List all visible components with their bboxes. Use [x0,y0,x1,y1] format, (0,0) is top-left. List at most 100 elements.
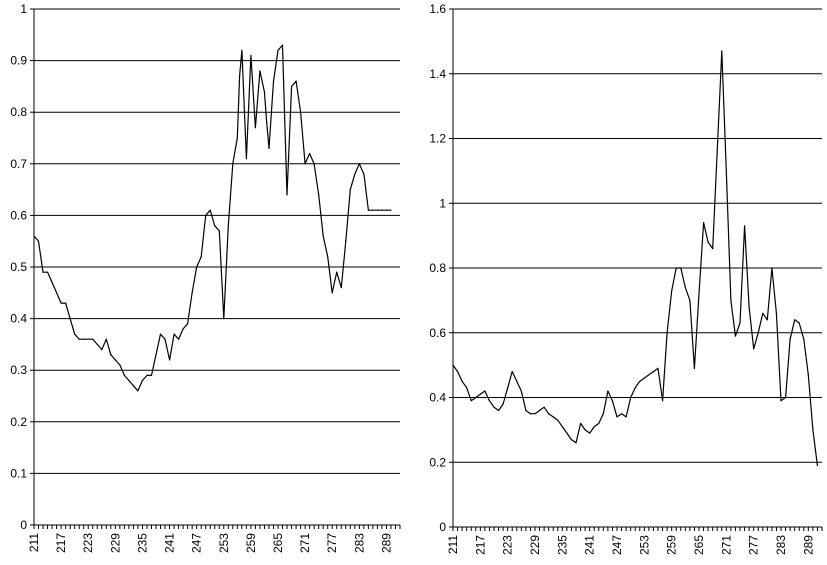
data-point [698,293,700,295]
x-tick-label: 235 [555,535,569,555]
data-point [259,70,261,72]
data-point [498,409,500,412]
data-point [452,364,454,366]
y-tick-label: 0 [20,518,27,532]
data-point [101,349,103,351]
data-point [74,333,76,335]
data-point [42,271,44,273]
data-point [47,271,49,273]
left-line-chart: 0 0.1 0.2 0.3 0.4 0.5 0.6 0.7 0.8 0.9 1 211 217 223 22… [10,2,401,553]
x-tick-label: 271 [719,535,733,555]
data-point [734,335,737,337]
data-point [367,209,369,211]
data-point [381,209,383,211]
data-point [616,416,618,418]
data-point [771,267,773,269]
data-point [286,194,288,196]
data-point [78,338,80,340]
data-point [757,332,759,334]
data-point [187,323,189,325]
data-point [60,302,62,304]
data-point [390,209,392,211]
y-tick-label: 0.8 [429,261,446,275]
y-tick-label: 0.3 [10,363,27,377]
y-tick-label: 0.8 [10,105,27,119]
data-point [159,333,162,335]
data-point [557,419,559,421]
data-point [340,287,342,289]
data-point [548,413,550,415]
data-point [739,322,741,324]
data-point [358,163,360,165]
y-tick-label: 1.4 [429,67,446,81]
y-tick-label: 0.6 [429,326,446,340]
x-tick-label: 229 [108,533,122,553]
data-point [543,406,545,408]
data-point [83,338,85,340]
data-point [92,338,94,340]
x-tick-label: 253 [217,533,231,553]
x-tick-label: 289 [801,535,815,555]
y-tick-label: 1 [20,2,27,16]
y-tick-label: 0.4 [10,312,27,326]
x-tick-label: 223 [81,533,95,553]
data-point [693,367,696,369]
y-tick-label: 1 [439,196,446,210]
data-point [56,292,58,294]
data-point [671,290,673,292]
data-point [561,426,563,428]
y-tick-label: 0.5 [10,260,27,274]
data-point [304,163,306,165]
data-point [552,416,554,418]
data-point [785,396,787,399]
data-point [703,222,705,224]
data-point [816,464,819,467]
data-point [507,387,509,389]
data-point [570,439,573,441]
data-point [611,400,614,402]
data-point [753,348,755,350]
data-point [349,189,351,191]
data-point [169,359,171,361]
data-point [205,214,207,216]
data-point [363,173,365,175]
data-point [675,267,677,269]
data-point [662,400,664,402]
y-tick-label: 0.7 [10,157,27,171]
data-point [634,387,636,389]
y-tick-label: 0.2 [10,415,27,429]
data-point [630,396,632,399]
x-tick-label: 271 [298,533,312,553]
data-point [625,416,627,418]
x-tick-label: 217 [473,535,487,555]
data-point [372,209,374,211]
data-point [295,80,297,82]
data-point [114,359,116,361]
data-point [137,390,139,392]
data-point [37,240,40,242]
data-point [318,194,320,196]
x-tick-label: 289 [379,533,393,553]
y-tick-label: 1.6 [429,2,446,16]
data-point [516,380,518,382]
data-point [277,49,279,51]
data-point [313,163,315,165]
y-tick-label: 0.1 [10,466,27,480]
x-tick-label: 277 [747,535,761,555]
data-point [132,385,134,387]
data-point [191,292,193,294]
data-point [534,413,536,415]
data-point [684,286,686,288]
data-point [479,393,481,395]
data-point [128,379,130,382]
data-point [263,91,265,93]
data-point [345,240,347,242]
data-point [291,85,293,87]
data-point [461,380,463,382]
data-point [87,338,89,340]
data-point [807,374,809,376]
data-point [657,367,659,369]
data-point [309,152,311,155]
data-point [385,209,387,211]
x-tick-label: 241 [583,535,597,555]
